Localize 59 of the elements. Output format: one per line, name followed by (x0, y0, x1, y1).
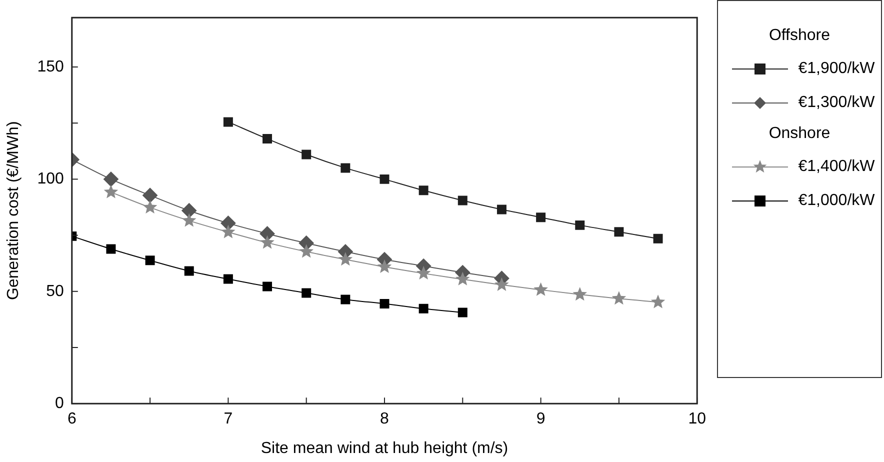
point (534, 282, 548, 296)
point (338, 252, 353, 266)
x-tick-label: 6 (67, 410, 76, 428)
point (106, 244, 116, 254)
point (223, 274, 233, 284)
point (377, 259, 392, 273)
x-tick-label: 10 (688, 410, 706, 428)
x-tick-label: 9 (536, 410, 546, 428)
point (260, 235, 274, 249)
point (612, 291, 626, 305)
point (418, 304, 428, 314)
point (340, 294, 350, 304)
point (302, 150, 312, 160)
point (458, 196, 468, 206)
point (340, 163, 350, 173)
point (220, 216, 236, 231)
point (418, 186, 428, 196)
point (496, 204, 506, 214)
point (260, 226, 275, 242)
legend-label: €1,000/kW (798, 192, 875, 210)
x-axis-title: Site mean wind at hub height (m/s) (260, 440, 508, 457)
legend-label: €1,900/kW (798, 60, 875, 78)
point (184, 266, 194, 276)
point (302, 288, 312, 298)
point (223, 117, 233, 127)
point (456, 272, 470, 286)
y-tick-label: 50 (46, 282, 64, 300)
point (614, 227, 624, 237)
point (262, 282, 272, 292)
legend-label: €1,300/kW (798, 94, 875, 112)
point (494, 277, 509, 291)
point (458, 308, 468, 318)
point (380, 298, 390, 308)
point (142, 188, 158, 203)
point (416, 266, 431, 280)
point (221, 224, 236, 238)
point (182, 213, 196, 227)
point (299, 244, 314, 258)
point (572, 287, 588, 301)
text: Onshore (768, 125, 832, 143)
point (653, 234, 663, 244)
y-axis-title: Generation cost (€/MWh) (5, 121, 22, 300)
point (575, 220, 585, 230)
point (380, 174, 390, 184)
y-tick-label: 0 (54, 395, 64, 412)
point (536, 212, 546, 222)
point (145, 256, 155, 266)
y-tick-label: 100 (37, 170, 64, 188)
text: Offshore (768, 27, 832, 45)
point (182, 203, 197, 218)
x-tick-label: 7 (224, 410, 233, 428)
point (103, 172, 118, 187)
point (142, 200, 158, 214)
point (650, 294, 666, 308)
point (104, 184, 118, 198)
y-tick-label: 150 (37, 58, 64, 76)
point (262, 134, 272, 144)
x-tick-label: 8 (380, 410, 390, 428)
legend-label: €1,400/kW (798, 158, 875, 176)
